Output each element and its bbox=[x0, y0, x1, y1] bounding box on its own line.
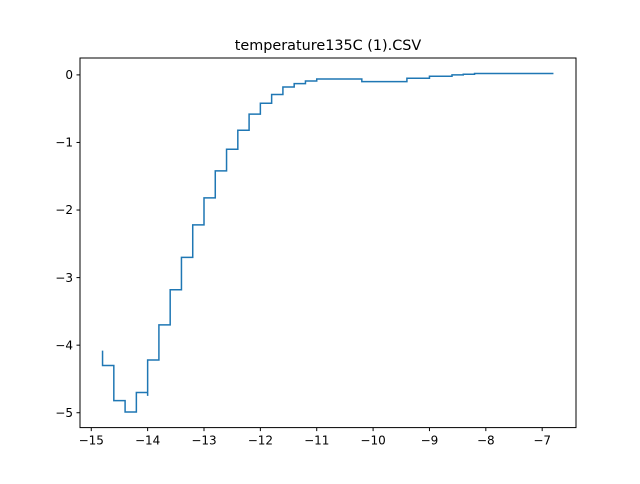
series-line bbox=[101, 72, 554, 413]
y-tick-label: −4 bbox=[55, 338, 73, 352]
chart-title: temperature135C (1).CSV bbox=[235, 38, 422, 54]
y-tick-label: −2 bbox=[55, 203, 73, 217]
x-tick-label: −11 bbox=[304, 434, 329, 448]
y-tick-label: −1 bbox=[55, 136, 73, 150]
y-axis: 0 −1 −2 −3 −4 −5 bbox=[55, 68, 80, 420]
x-tick-label: −7 bbox=[533, 434, 551, 448]
x-tick-label: −12 bbox=[248, 434, 273, 448]
y-tick-label: −3 bbox=[55, 271, 73, 285]
series-layer bbox=[101, 72, 554, 413]
axes-frame bbox=[79, 57, 577, 429]
y-tick-label: −5 bbox=[55, 406, 73, 420]
x-tick-label: −10 bbox=[360, 434, 385, 448]
y-tick-label: 0 bbox=[65, 68, 73, 82]
x-tick-label: −9 bbox=[421, 434, 439, 448]
x-tick-label: −14 bbox=[135, 434, 160, 448]
x-tick-label: −15 bbox=[79, 434, 104, 448]
plot-area bbox=[79, 57, 577, 429]
x-tick-label: −8 bbox=[477, 434, 495, 448]
x-axis: −15 −14 −13 −12 −11 −10 −9 −8 −7 bbox=[79, 427, 551, 448]
x-tick-label: −13 bbox=[191, 434, 216, 448]
